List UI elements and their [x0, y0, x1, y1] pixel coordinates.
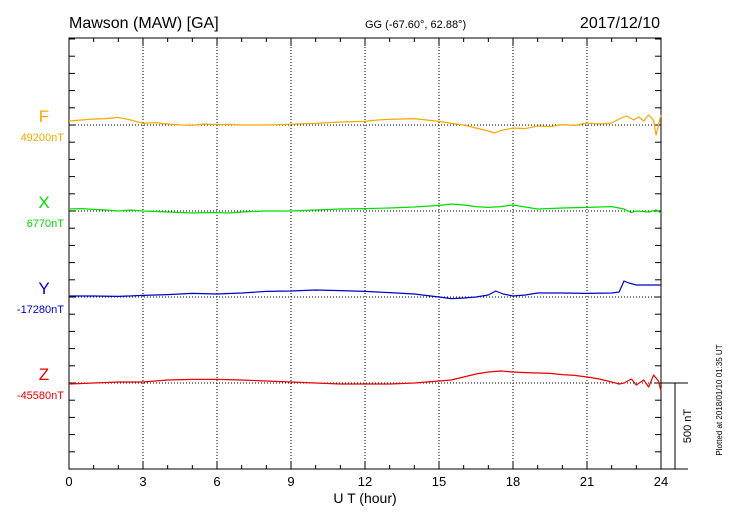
scale-bar-label: 500 nT	[682, 409, 694, 444]
station-title: Mawson (MAW) [GA]	[69, 15, 219, 32]
plotted-timestamp: Plotted at 2018/01/10 01:35 UT	[715, 344, 724, 455]
x-tick-label: 9	[287, 474, 294, 489]
tick-layer: 0 3 6 9 12 15 18 21 24	[65, 38, 668, 489]
series-label-y: Y	[38, 279, 49, 298]
series-label-layer: F 49200nT X 6770nT Y -17280nT Z -45580nT	[17, 107, 64, 402]
x-tick-label: 21	[580, 474, 594, 489]
chart-date: 2017/12/10	[580, 15, 660, 32]
x-tick-label: 0	[65, 474, 72, 489]
series-line-z	[68, 370, 662, 392]
scale-bar: 500 nT	[661, 382, 694, 470]
x-tick-label: 3	[139, 474, 146, 489]
x-tick-label: 15	[432, 474, 446, 489]
baseline-value-f: 49200nT	[21, 132, 65, 144]
series-line-x	[68, 203, 662, 214]
baseline-value-y: -17280nT	[17, 304, 64, 316]
x-axis-label: U T (hour)	[333, 490, 396, 506]
x-tick-label: 6	[213, 474, 220, 489]
series-line-f	[68, 114, 662, 136]
x-tick-label: 12	[358, 474, 372, 489]
series-label-z: Z	[39, 365, 49, 384]
series-layer	[68, 114, 662, 392]
grid-layer	[142, 38, 588, 469]
baseline-value-x: 6770nT	[27, 218, 65, 230]
series-label-x: X	[38, 193, 49, 212]
x-tick-label: 18	[506, 474, 520, 489]
series-label-f: F	[39, 107, 49, 126]
series-line-y	[69, 280, 661, 300]
baseline-value-z: -45580nT	[17, 390, 64, 402]
x-tick-label: 24	[654, 474, 668, 489]
station-coords: GG (-67.60°, 62.88°)	[365, 19, 466, 31]
